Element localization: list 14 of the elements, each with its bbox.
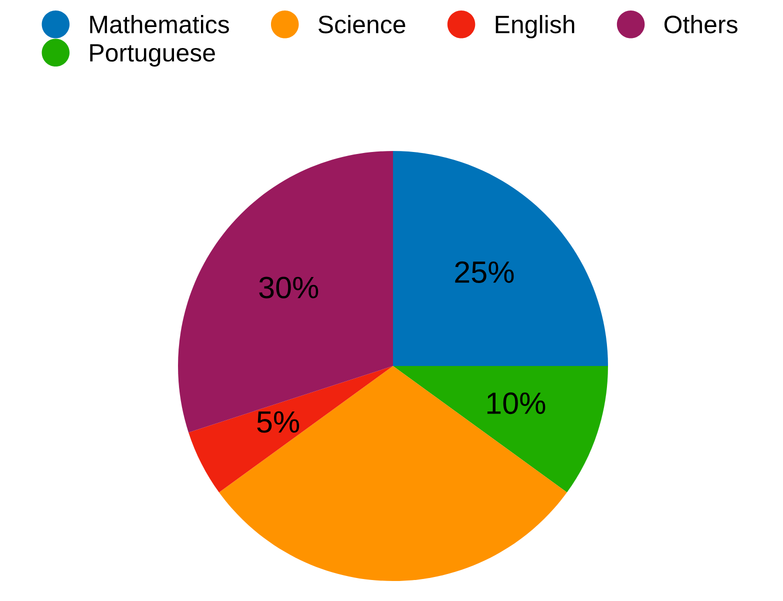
legend-label: Mathematics: [90, 15, 229, 34]
legend-label: Others: [664, 15, 738, 34]
pie-slice: [219, 366, 567, 581]
data-label: 5%: [257, 411, 300, 433]
pie-slice: [188, 366, 393, 492]
pie-slice: [393, 151, 608, 366]
pie-slice: [178, 151, 393, 432]
data-label: 30%: [259, 276, 318, 298]
legend-label: Science: [318, 15, 406, 34]
legend-label: English: [496, 15, 574, 38]
pie-slice: [393, 366, 608, 492]
data-label: 25%: [455, 261, 514, 283]
legend-label: Portuguese: [90, 44, 215, 67]
data-label: 10%: [487, 392, 546, 414]
